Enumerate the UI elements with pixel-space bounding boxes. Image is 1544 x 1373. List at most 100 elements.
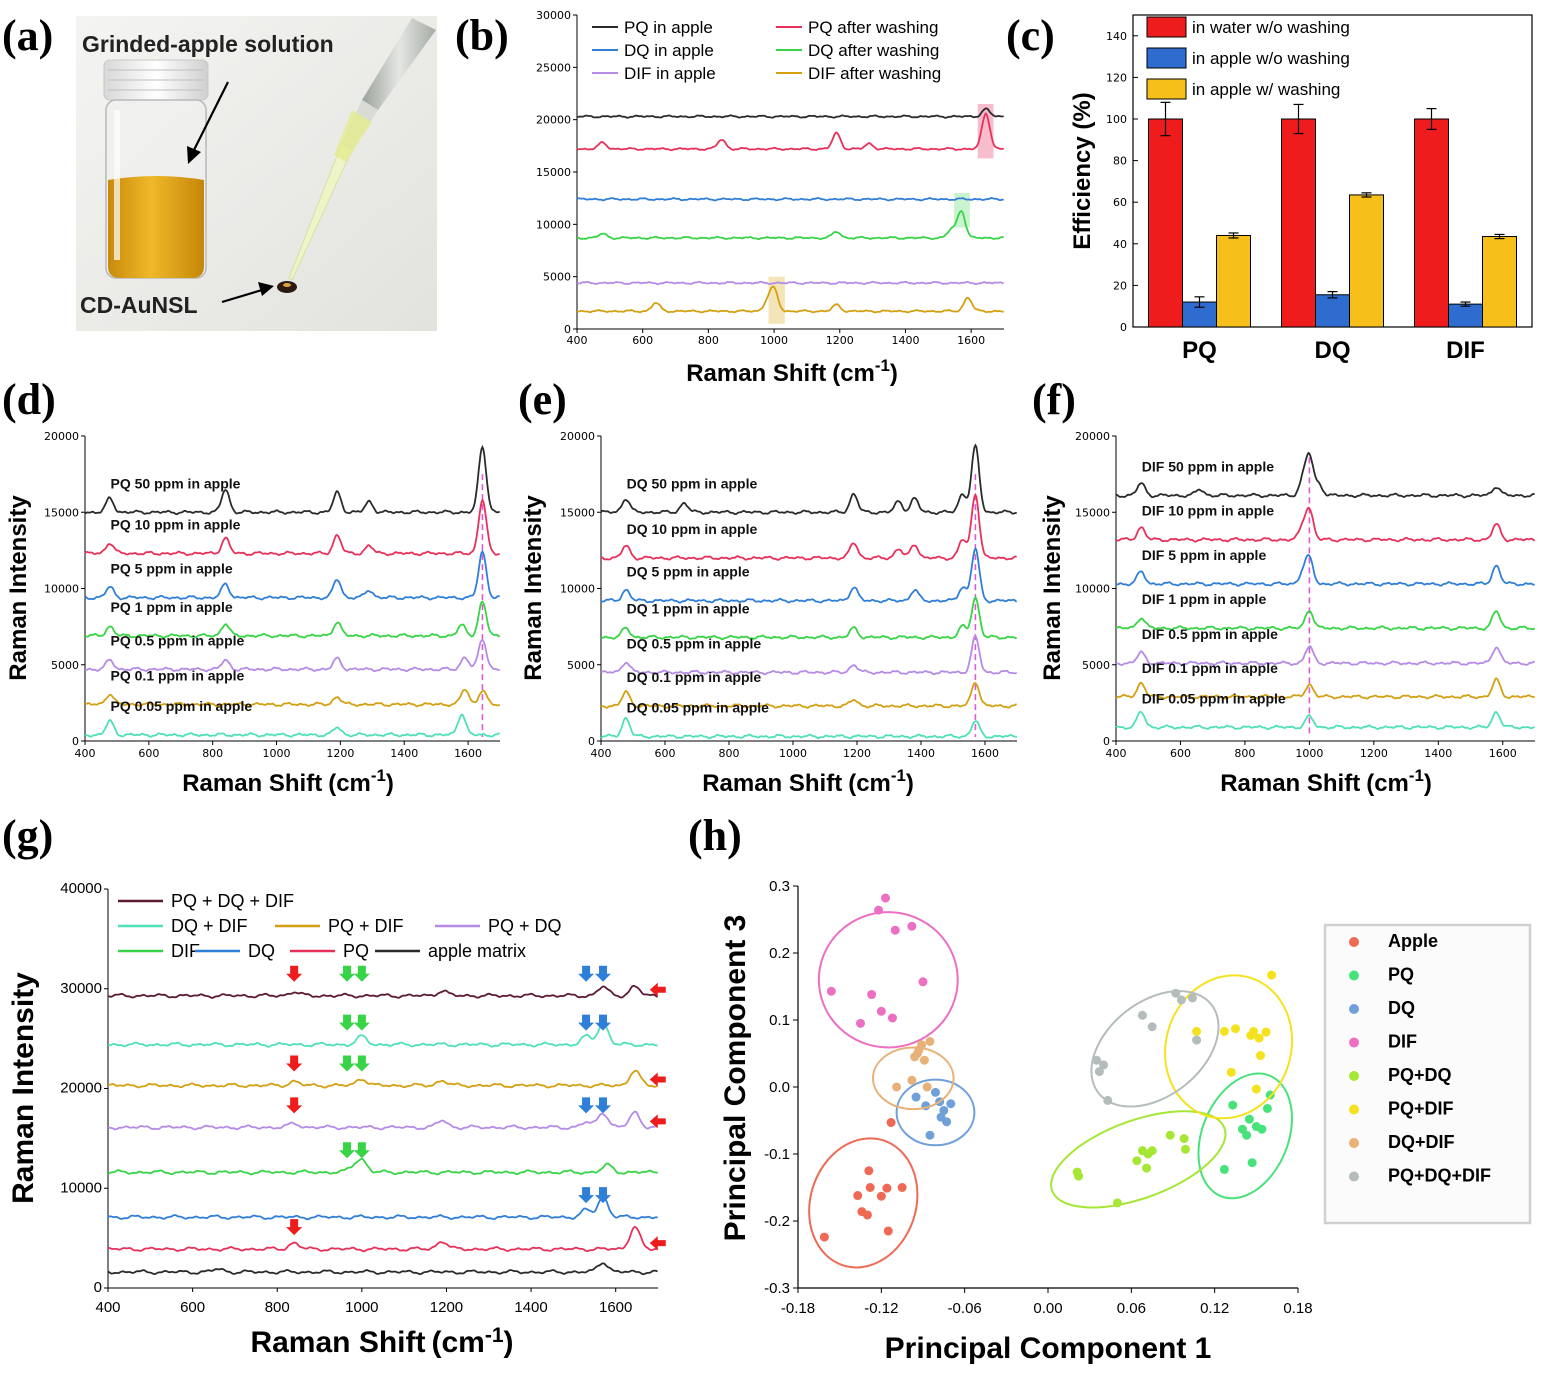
scatter-point (1103, 1095, 1113, 1105)
peak-arrow (286, 1097, 303, 1114)
scatter-point (907, 921, 917, 931)
bar (1414, 118, 1449, 328)
scatter-point (939, 1105, 949, 1115)
legend-label: DQ (248, 941, 275, 961)
scatter-point (1132, 1156, 1142, 1166)
y-tick-label: -0.3 (764, 1280, 790, 1297)
scatter-point (1257, 1124, 1267, 1134)
y-axis-title: Efficiency (%) (1069, 92, 1096, 249)
apple-solution-photo: Grinded-apple solution CD-AuNSL (76, 16, 437, 331)
scatter-point (907, 1075, 917, 1085)
scatter-point (819, 1232, 829, 1242)
scatter-point (1142, 1163, 1152, 1173)
x-tick-label: 0.12 (1200, 1300, 1229, 1317)
x-tick-label: 400 (95, 1299, 120, 1316)
series-label: PQ 0.1 ppm in apple (111, 667, 245, 683)
series-line-5 (107, 1157, 658, 1176)
peak-arrow (578, 1014, 595, 1031)
x-axis-title-unit: (cm (832, 360, 875, 387)
series-line-5 (576, 280, 1005, 286)
series-label: PQ 0.05 ppm in apple (111, 698, 253, 714)
y-axis-title: Principal Component 3 (719, 915, 752, 1242)
x-axis-title-sup: -1 (371, 766, 386, 785)
scatter-point (912, 1049, 922, 1058)
y-tick-label: 10000 (560, 583, 595, 596)
legend-marker (1349, 1171, 1359, 1182)
scatter-point (1267, 970, 1277, 980)
y-tick-label: 0.1 (769, 1012, 790, 1029)
bar (1281, 118, 1316, 328)
x-axis-title-sup: -1 (485, 1324, 504, 1347)
series-label: DIF 10 ppm in apple (1142, 503, 1274, 519)
peak-arrow (353, 1142, 370, 1159)
legend-swatch (1146, 78, 1187, 100)
bar (1148, 118, 1183, 328)
series-label: PQ 50 ppm in apple (111, 475, 241, 491)
cluster-ellipse (1164, 974, 1294, 1120)
x-axis-title-close: ) (504, 1326, 514, 1359)
series-label: DIF 0.05 ppm in apple (1142, 690, 1286, 706)
chart-f-dif-spectra: 400 600 800 1000 1200 1400 1600 0 5000 10000 15000… (1039, 430, 1536, 797)
peak-arrow (578, 1187, 595, 1204)
peak-arrow (353, 965, 370, 982)
scatter-point (1226, 1067, 1236, 1077)
x-tick-label: 0.06 (1117, 1300, 1146, 1317)
legend-label: PQ + DIF (328, 916, 404, 936)
photo-label-solution: Grinded-apple solution (82, 31, 334, 57)
x-tick-label: 1000 (345, 1299, 378, 1316)
legend-marker (1349, 1104, 1359, 1115)
x-axis-title-main: Raman Shift (1220, 770, 1360, 797)
peak-arrow (595, 1014, 611, 1031)
x-tick-label: 0.18 (1283, 1300, 1312, 1317)
y-tick-label: 40000 (60, 880, 102, 897)
legend-label: DIF (1388, 1032, 1417, 1052)
x-tick-label: 400 (75, 747, 96, 760)
legend-label: PQ (1388, 965, 1414, 985)
legend-label: in water w/o washing (1192, 18, 1350, 37)
y-tick-label: 0.3 (769, 878, 790, 895)
scatter-point (1112, 1198, 1122, 1208)
x-tick-label: 600 (138, 747, 159, 760)
y-tick-label: 0 (94, 1279, 102, 1296)
scatter-point (1261, 1027, 1271, 1037)
legend-label: PQ after washing (808, 18, 938, 37)
scatter-point (876, 1006, 886, 1016)
legend-label: DQ (1388, 998, 1415, 1018)
scatter-point (1242, 1130, 1252, 1140)
y-tick-label: 15000 (560, 506, 595, 519)
scatter-point (1181, 1144, 1190, 1154)
legend-label: DIF in apple (624, 64, 716, 83)
series-line-1 (1115, 451, 1535, 499)
y-tick-label: 30000 (536, 9, 571, 22)
scatter-point (1176, 995, 1186, 1005)
legend-label: DQ + DIF (171, 916, 248, 936)
scatter-point (1219, 1164, 1229, 1174)
x-tick-label: -0.18 (781, 1300, 815, 1317)
y-tick-label: 0 (72, 735, 79, 748)
scatter-point (1147, 1022, 1157, 1032)
legend-label: PQ + DQ + DIF (171, 891, 294, 911)
x-tick-label: 1200 (430, 1299, 463, 1316)
bar (1315, 294, 1350, 328)
scatter-point (942, 1117, 952, 1127)
x-tick-label: 1200 (826, 334, 854, 347)
series-line-3 (576, 197, 1004, 202)
cluster-ellipse (895, 1078, 976, 1147)
x-tick-label: 1600 (957, 334, 985, 347)
chart-e-dq-spectra: 400 600 800 1000 1200 1400 1600 0 5000 10000 15000… (520, 430, 1018, 797)
y-tick-label: 0 (588, 735, 595, 748)
peak-arrow (578, 965, 595, 982)
legend-label: DQ+DIF (1388, 1132, 1455, 1152)
bar (1482, 236, 1517, 328)
legend-marker (1349, 937, 1359, 947)
y-axis-title: Raman Intensity (5, 495, 32, 681)
y-tick-label: 0 (564, 323, 571, 336)
legend-label: in apple w/o washing (1192, 49, 1350, 68)
panel-label-f: (f) (1032, 375, 1076, 424)
scatter-point (1192, 1026, 1202, 1036)
scatter-point (925, 1036, 935, 1046)
y-tick-label: 0 (1120, 321, 1127, 334)
series-label: PQ 10 ppm in apple (111, 516, 241, 532)
scatter-point (1147, 1146, 1157, 1156)
